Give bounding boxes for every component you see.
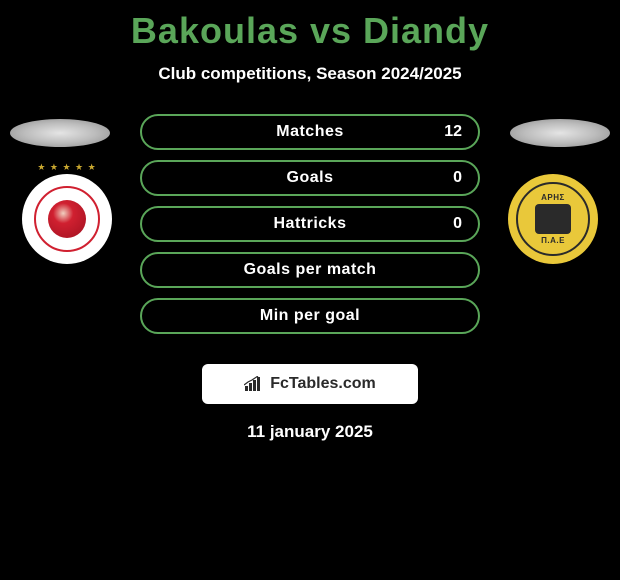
comparison-area: ★ ★ ★ ★ ★ ΑΡΗΣ Π.Α.Ε Matches 12 Goals 0 … — [0, 114, 620, 354]
club-badge-left: ★ ★ ★ ★ ★ — [22, 174, 112, 264]
bar-chart-icon — [244, 376, 264, 392]
stat-label: Hattricks — [274, 215, 347, 233]
aris-text-top: ΑΡΗΣ — [541, 193, 565, 202]
badge-stars: ★ ★ ★ ★ ★ — [22, 162, 112, 173]
aris-figure-icon — [535, 204, 571, 234]
stat-row-hattricks: Hattricks 0 — [140, 206, 480, 242]
olympiacos-crest-icon — [34, 186, 100, 252]
player-right-placeholder — [510, 119, 610, 147]
stat-label: Goals per match — [244, 261, 377, 279]
aris-text-bottom: Π.Α.Ε — [541, 236, 565, 245]
stat-label: Goals — [287, 169, 334, 187]
brand-badge[interactable]: FcTables.com — [202, 364, 418, 404]
stat-label: Matches — [276, 123, 344, 141]
stat-row-matches: Matches 12 — [140, 114, 480, 150]
stat-row-goals: Goals 0 — [140, 160, 480, 196]
stat-value: 0 — [453, 169, 462, 187]
stat-row-min-per-goal: Min per goal — [140, 298, 480, 334]
stat-value: 0 — [453, 215, 462, 233]
stat-row-goals-per-match: Goals per match — [140, 252, 480, 288]
stat-label: Min per goal — [260, 307, 360, 325]
brand-text: FcTables.com — [270, 375, 376, 393]
page-subtitle: Club competitions, Season 2024/2025 — [0, 64, 620, 84]
player-left-placeholder — [10, 119, 110, 147]
club-badge-right: ΑΡΗΣ Π.Α.Ε — [508, 174, 598, 264]
aris-crest-icon: ΑΡΗΣ Π.Α.Ε — [516, 182, 590, 256]
stat-value: 12 — [444, 123, 462, 141]
stats-list: Matches 12 Goals 0 Hattricks 0 Goals per… — [140, 114, 480, 344]
date-label: 11 january 2025 — [0, 422, 620, 442]
page-title: Bakoulas vs Diandy — [0, 0, 620, 52]
